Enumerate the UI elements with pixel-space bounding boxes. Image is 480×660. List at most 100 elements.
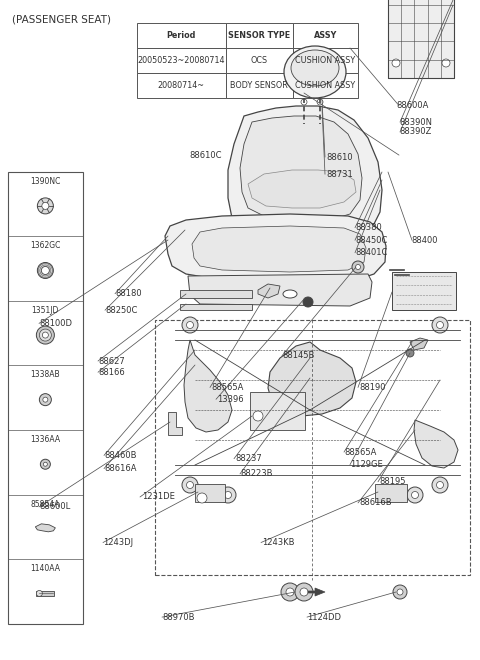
Polygon shape	[36, 524, 55, 532]
Circle shape	[43, 462, 48, 466]
Polygon shape	[188, 274, 372, 306]
Text: (PASSENGER SEAT): (PASSENGER SEAT)	[12, 14, 111, 24]
Ellipse shape	[291, 50, 339, 86]
Circle shape	[36, 326, 54, 344]
Text: 20050523~20080714: 20050523~20080714	[137, 56, 225, 65]
Text: 88100D: 88100D	[39, 319, 72, 328]
Text: 88195: 88195	[379, 477, 406, 486]
Circle shape	[182, 477, 198, 493]
Circle shape	[182, 317, 198, 333]
Bar	[195, 484, 225, 502]
Circle shape	[43, 397, 48, 402]
Polygon shape	[258, 284, 280, 298]
Circle shape	[317, 107, 323, 113]
Polygon shape	[410, 338, 428, 350]
Bar	[36, 591, 54, 596]
Circle shape	[356, 265, 360, 269]
Text: 88610: 88610	[326, 152, 353, 162]
Text: 88190: 88190	[359, 383, 385, 392]
Bar	[226, 73, 293, 98]
Circle shape	[253, 411, 263, 421]
Circle shape	[397, 589, 403, 595]
Circle shape	[392, 59, 400, 67]
Text: CUSHION ASSY: CUSHION ASSY	[295, 56, 355, 65]
Text: 88616B: 88616B	[359, 498, 392, 508]
Text: CUSHION ASSY: CUSHION ASSY	[295, 81, 355, 90]
Text: 1362GC: 1362GC	[30, 241, 60, 250]
Text: 88400: 88400	[411, 236, 437, 245]
Bar	[250, 392, 305, 430]
Text: 1124DD: 1124DD	[307, 612, 341, 622]
Polygon shape	[165, 214, 386, 284]
Text: 1243DJ: 1243DJ	[103, 538, 133, 547]
Text: 88237: 88237	[235, 454, 262, 463]
Circle shape	[442, 59, 450, 67]
Text: 88600L: 88600L	[39, 502, 71, 512]
Text: 1338AB: 1338AB	[31, 370, 60, 380]
Circle shape	[301, 114, 307, 120]
Circle shape	[432, 477, 448, 493]
Bar	[388, 0, 454, 78]
Circle shape	[286, 588, 294, 596]
Text: OCS: OCS	[251, 56, 268, 65]
Circle shape	[407, 487, 423, 503]
Text: 88565A: 88565A	[345, 447, 377, 457]
Text: Period: Period	[167, 31, 196, 40]
Text: 85854A: 85854A	[31, 500, 60, 508]
Text: 88380: 88380	[355, 223, 382, 232]
Circle shape	[41, 267, 49, 275]
Circle shape	[220, 487, 236, 503]
Polygon shape	[184, 340, 232, 432]
Text: 88731: 88731	[326, 170, 353, 179]
Circle shape	[39, 393, 51, 406]
Text: 88250C: 88250C	[106, 306, 138, 315]
Text: 1390NC: 1390NC	[30, 177, 60, 185]
Circle shape	[317, 114, 323, 120]
Text: 88450C: 88450C	[355, 236, 387, 245]
Text: 88223B: 88223B	[240, 469, 273, 478]
Circle shape	[40, 459, 50, 469]
Bar	[226, 48, 293, 73]
Bar	[293, 73, 358, 98]
Text: BODY SENSOR: BODY SENSOR	[230, 81, 288, 90]
Text: 88145B: 88145B	[282, 351, 314, 360]
Text: 88600A: 88600A	[396, 101, 428, 110]
Text: 20080714~: 20080714~	[158, 81, 204, 90]
Circle shape	[281, 583, 299, 601]
Text: 88390Z: 88390Z	[399, 127, 432, 137]
Polygon shape	[392, 272, 456, 310]
Text: 1336AA: 1336AA	[30, 435, 60, 444]
Text: 88460B: 88460B	[105, 451, 137, 460]
Text: 88610C: 88610C	[190, 150, 222, 160]
Bar	[137, 73, 226, 98]
Circle shape	[317, 99, 323, 105]
Circle shape	[295, 583, 313, 601]
Bar	[226, 23, 293, 48]
Circle shape	[42, 203, 49, 209]
Bar	[137, 23, 226, 48]
Text: 1140AA: 1140AA	[30, 564, 60, 573]
Circle shape	[225, 492, 231, 498]
Circle shape	[39, 329, 51, 341]
Text: 1243KB: 1243KB	[262, 538, 294, 547]
Polygon shape	[308, 588, 325, 596]
Circle shape	[301, 107, 307, 113]
Ellipse shape	[283, 290, 297, 298]
Text: ASSY: ASSY	[313, 31, 337, 40]
Circle shape	[352, 261, 364, 273]
Bar	[155, 320, 470, 575]
Text: 88970B: 88970B	[162, 612, 195, 622]
Circle shape	[37, 263, 53, 279]
Text: 13396: 13396	[217, 395, 243, 404]
Circle shape	[436, 482, 444, 488]
Text: 1129GE: 1129GE	[350, 460, 383, 469]
Text: 88565A: 88565A	[211, 383, 243, 392]
Polygon shape	[268, 342, 356, 416]
Polygon shape	[248, 170, 356, 208]
Bar	[137, 48, 226, 73]
Circle shape	[411, 492, 419, 498]
Circle shape	[42, 332, 48, 338]
Circle shape	[301, 99, 307, 105]
Polygon shape	[168, 412, 182, 435]
Ellipse shape	[284, 46, 346, 98]
